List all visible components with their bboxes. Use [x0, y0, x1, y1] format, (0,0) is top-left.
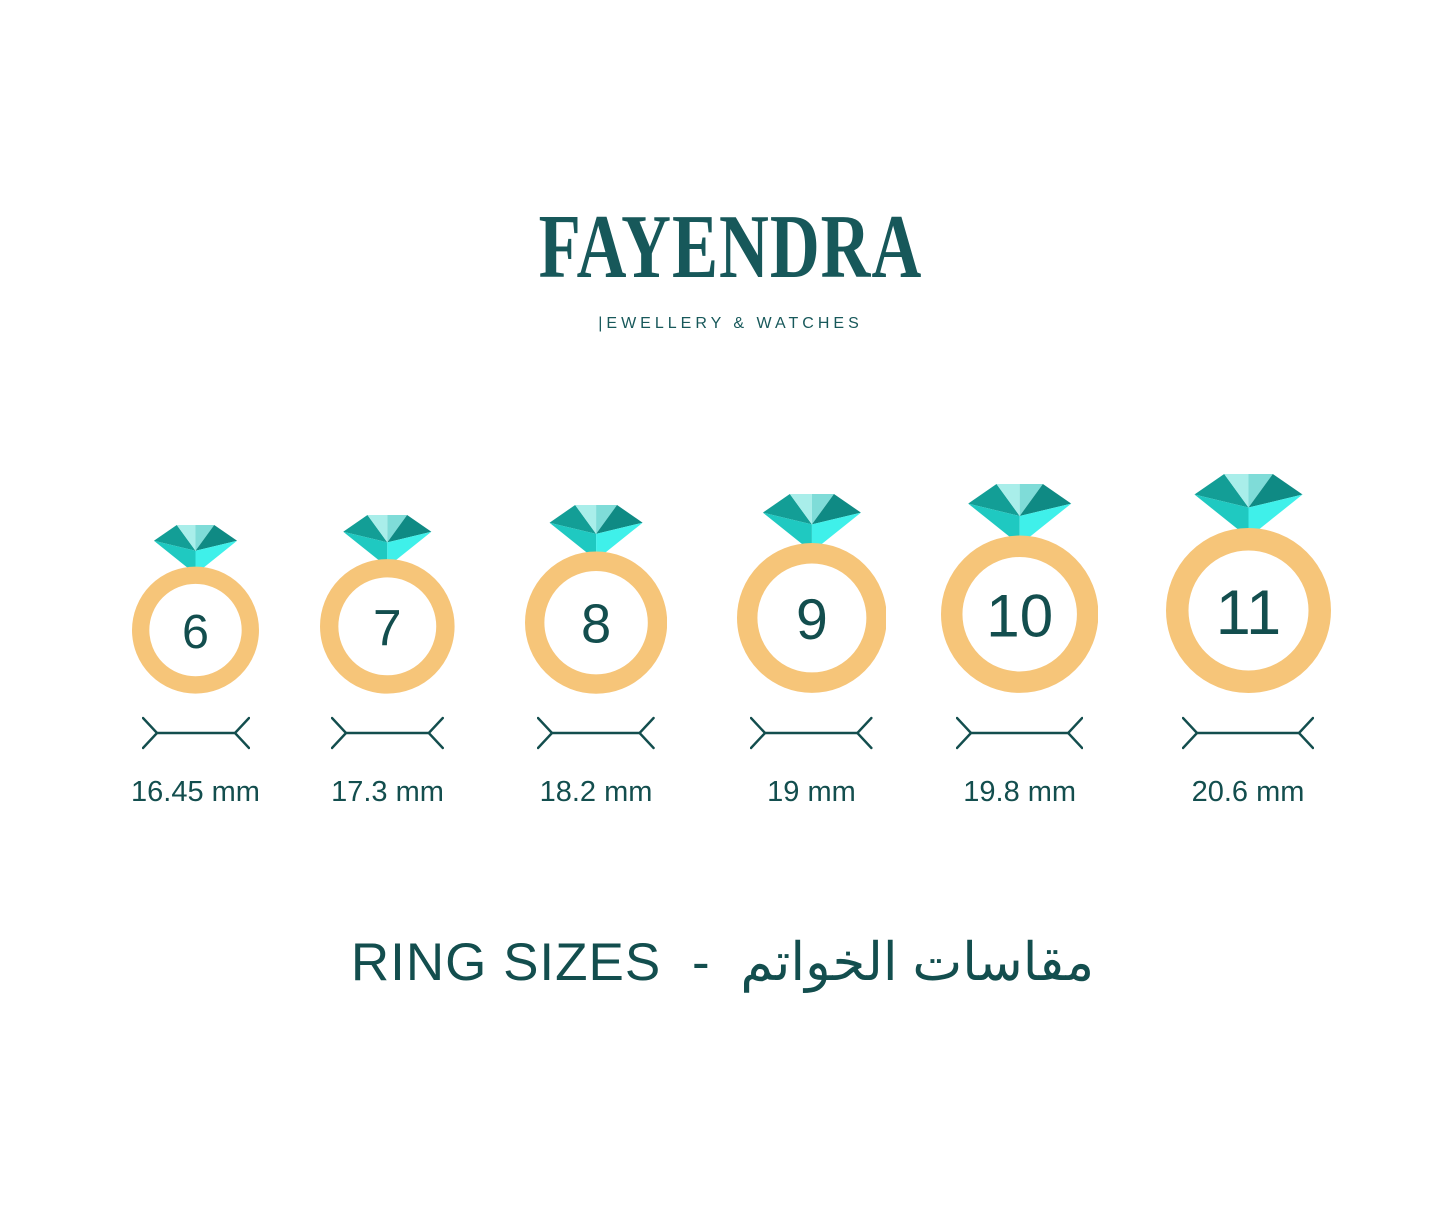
svg-text:9: 9 — [796, 588, 828, 652]
svg-text:10: 10 — [986, 583, 1053, 650]
svg-text:7: 7 — [373, 598, 402, 656]
svg-text:11: 11 — [1215, 578, 1280, 648]
svg-text:6: 6 — [182, 605, 209, 659]
svg-text:8: 8 — [581, 593, 611, 654]
